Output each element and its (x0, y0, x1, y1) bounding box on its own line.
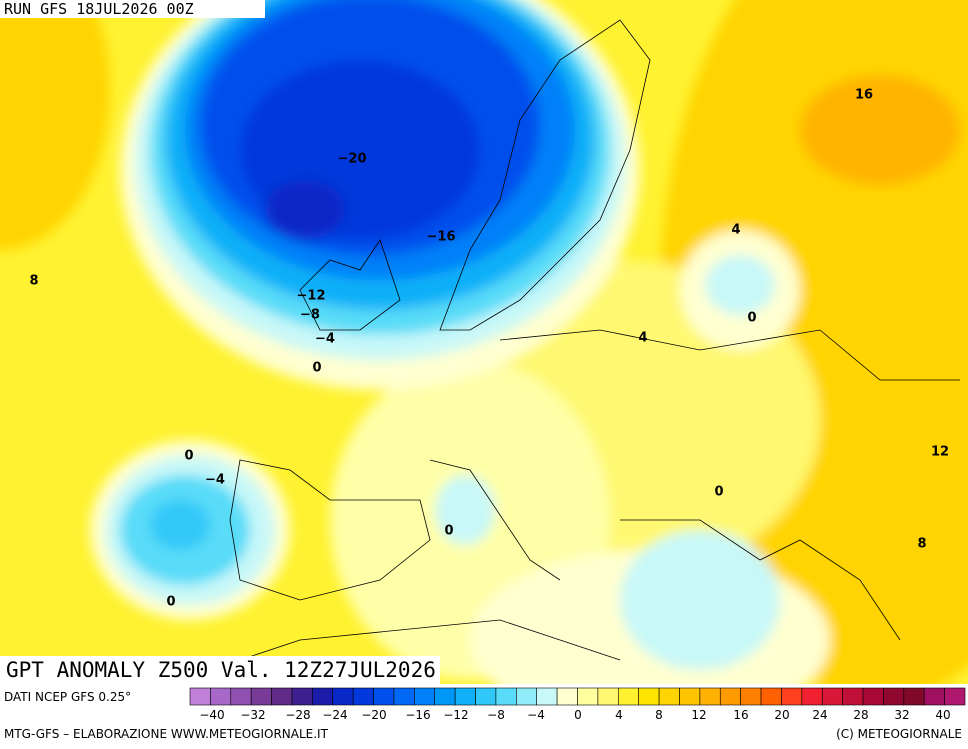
colorbar-swatch (760, 687, 782, 706)
colorbar-tick-label: 12 (691, 708, 706, 722)
contour-label: 0 (747, 311, 756, 326)
colorbar-swatch (250, 687, 272, 706)
map-field (0, 0, 968, 730)
colorbar-tick-label: 4 (615, 708, 623, 722)
colorbar-tick-label: −24 (322, 708, 347, 722)
colorbar-tick-label: −28 (285, 708, 310, 722)
colorbar-tick-label: 32 (894, 708, 909, 722)
contour-label: 16 (855, 88, 873, 103)
title-box (0, 656, 440, 684)
colorbar-swatch (719, 687, 741, 706)
contour-labels: −20 −16 −12 −8 −4 0 8 16 4 0 4 12 0 8 0 … (29, 88, 949, 610)
colorbar-swatch (271, 687, 293, 706)
colorbar: −40 −32 −28 −24 −20 −16 −12 −8 −4 0 4 8 12 16 20 24 28 32… (189, 687, 966, 722)
colorbar-tick-label: −4 (527, 708, 545, 722)
footer-credit: MTG-GFS – ELABORAZIONE WWW.METEOGIORNALE… (4, 727, 329, 741)
colorbar-swatch (373, 687, 395, 706)
footer-copyright: (C) METEOGIORNALE (836, 727, 962, 741)
colorbar-swatch (903, 687, 925, 706)
colorbar-tick-label: −16 (405, 708, 430, 722)
colorbar-swatch (658, 687, 680, 706)
colorbar-swatch (189, 687, 211, 706)
colorbar-swatch (617, 687, 639, 706)
colorbar-swatch (577, 687, 599, 706)
contour-label: 0 (444, 524, 453, 539)
colorbar-swatch (393, 687, 415, 706)
colorbar-swatch (638, 687, 660, 706)
contour-label: −12 (297, 289, 326, 304)
contour-label: 4 (638, 331, 647, 346)
colorbar-swatch (332, 687, 354, 706)
contour-label: 4 (731, 223, 740, 238)
colorbar-swatch (352, 687, 374, 706)
contour-label: 0 (184, 449, 193, 464)
colorbar-tick-label: −40 (199, 708, 224, 722)
colorbar-tick-label: −8 (487, 708, 505, 722)
colorbar-swatch (821, 687, 843, 706)
contour-label: 8 (29, 274, 38, 289)
contour-label: −4 (205, 473, 225, 488)
colorbar-swatch (291, 687, 313, 706)
colorbar-swatch (801, 687, 823, 706)
colorbar-swatch (944, 687, 966, 706)
colorbar-swatch (679, 687, 701, 706)
colorbar-swatch (556, 687, 578, 706)
contour-label: −16 (427, 230, 456, 245)
colorbar-tick-label: 28 (853, 708, 868, 722)
contour-label: −20 (338, 152, 367, 167)
colorbar-swatch (740, 687, 762, 706)
data-source: DATI NCEP GFS 0.25° (4, 690, 131, 704)
colorbar-tick-label: 24 (812, 708, 827, 722)
contour-label: 0 (312, 361, 321, 376)
contour-label: 8 (917, 537, 926, 552)
coastlines (179, 19, 960, 681)
contour-label: −4 (315, 332, 335, 347)
colorbar-swatch (842, 687, 864, 706)
colorbar-tick-label: −32 (240, 708, 265, 722)
colorbar-swatch (597, 687, 619, 706)
colorbar-tick-label: 8 (655, 708, 663, 722)
colorbar-swatch (516, 687, 538, 706)
colorbar-swatch (434, 687, 456, 706)
colorbar-swatch (475, 687, 497, 706)
contour-label: −8 (300, 308, 320, 323)
colorbar-swatch (414, 687, 436, 706)
colorbar-tick-label: 0 (574, 708, 582, 722)
colorbar-tick-label: −12 (443, 708, 468, 722)
map-title: GPT ANOMALY Z500 Val. 12Z27JUL2026 (6, 658, 436, 682)
colorbar-swatch (699, 687, 721, 706)
colorbar-swatch (210, 687, 232, 706)
colorbar-swatch (883, 687, 905, 706)
run-box (0, 0, 265, 18)
colorbar-swatch (312, 687, 334, 706)
contour-label: 12 (931, 445, 949, 460)
colorbar-swatch (495, 687, 517, 706)
colorbar-tick-label: −20 (361, 708, 386, 722)
colorbar-swatch (923, 687, 945, 706)
contour-label: 0 (714, 485, 723, 500)
contour-label: 0 (166, 595, 175, 610)
colorbar-swatch (781, 687, 803, 706)
run-label: RUN GFS 18JUL2026 00Z (4, 0, 194, 18)
colorbar-swatch (230, 687, 252, 706)
colorbar-tick-label: 16 (733, 708, 748, 722)
colorbar-swatch (862, 687, 884, 706)
colorbar-swatch (454, 687, 476, 706)
colorbar-tick-label: 20 (774, 708, 789, 722)
colorbar-tick-label: 40 (935, 708, 950, 722)
colorbar-swatch (536, 687, 558, 706)
